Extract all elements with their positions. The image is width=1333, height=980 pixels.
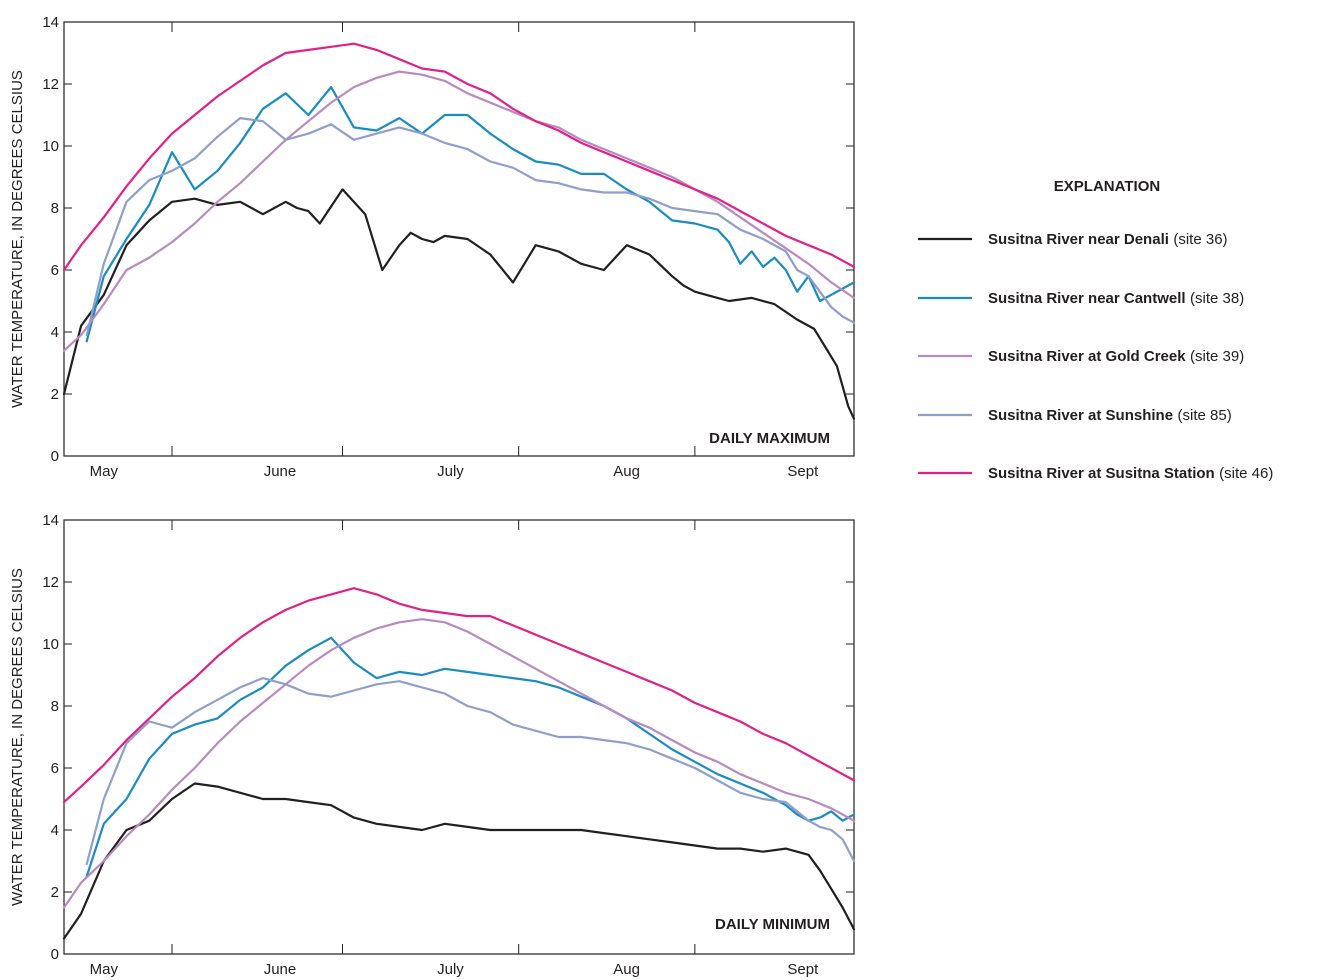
y-axis-label: WATER TEMPERATURE, IN DEGREES CELSIUS [9, 70, 26, 408]
plot-frame [63, 21, 855, 457]
x-tick-label: May [90, 961, 119, 978]
legend-entry-sunshine: Susitna River at Sunshine (site 85) [988, 407, 1232, 424]
y-tick-label: 14 [42, 512, 59, 529]
series-line [62, 782, 856, 940]
y-tick-label: 6 [51, 262, 59, 279]
series-line [85, 636, 856, 878]
y-tick-label: 6 [51, 760, 59, 777]
legend-site: (site 46) [1219, 465, 1273, 482]
y-tick-label: 8 [51, 200, 59, 217]
series-line [85, 116, 856, 337]
y-tick-label: 12 [42, 76, 59, 93]
legend-name: Susitna River near Cantwell [988, 290, 1186, 307]
y-tick-label: 14 [42, 14, 59, 31]
legend-entry-gold-creek: Susitna River at Gold Creek (site 39) [988, 348, 1244, 365]
x-tick-label: July [437, 463, 464, 480]
y-tick-label: 0 [51, 946, 59, 963]
x-tick-label: Sept [787, 961, 819, 978]
y-tick-label: 2 [51, 884, 59, 901]
legend-site: (site 85) [1178, 407, 1232, 424]
x-tick-label: Aug [613, 961, 640, 978]
y-tick-label: 4 [51, 324, 59, 341]
series-line [62, 618, 856, 909]
legend-site: (site 36) [1173, 231, 1227, 248]
series-line [62, 70, 856, 352]
panel-label: DAILY MAXIMUM [709, 430, 830, 447]
daily-minimum-panel: WATER TEMPERATURE, IN DEGREES CELSIUS DA… [9, 512, 856, 978]
x-tick-label: June [264, 961, 297, 978]
x-tick-label: July [437, 961, 464, 978]
y-tick-label: 10 [42, 636, 59, 653]
legend-name: Susitna River near Denali [988, 231, 1169, 248]
legend-title: EXPLANATION [1054, 178, 1160, 195]
legend-name: Susitna River at Gold Creek [988, 348, 1186, 365]
x-tick-label: Sept [787, 463, 819, 480]
y-tick-label: 0 [51, 448, 59, 465]
x-tick-label: May [90, 463, 119, 480]
plot-frame [63, 519, 855, 955]
legend-site: (site 38) [1190, 290, 1244, 307]
y-axis-label: WATER TEMPERATURE, IN DEGREES CELSIUS [9, 568, 26, 906]
x-tick-label: Aug [613, 463, 640, 480]
legend-entry-cantwell: Susitna River near Cantwell (site 38) [988, 290, 1244, 307]
series-line [85, 85, 856, 343]
y-tick-label: 4 [51, 822, 59, 839]
series-line [62, 42, 856, 272]
x-tick-label: June [264, 463, 297, 480]
legend-entry-denali: Susitna River near Denali (site 36) [988, 231, 1228, 248]
daily-maximum-panel: WATER TEMPERATURE, IN DEGREES CELSIUS DA… [9, 14, 856, 480]
legend-site: (site 39) [1190, 348, 1244, 365]
series-line [85, 676, 856, 866]
legend-name: Susitna River at Susitna Station [988, 465, 1215, 482]
y-tick-label: 2 [51, 386, 59, 403]
y-tick-label: 10 [42, 138, 59, 155]
legend-entry-susitna-station: Susitna River at Susitna Station (site 4… [988, 465, 1273, 482]
legend: EXPLANATION Susitna River near Denali (s… [918, 178, 1273, 482]
legend-name: Susitna River at Sunshine [988, 407, 1173, 424]
series-line [62, 587, 856, 804]
y-tick-label: 12 [42, 574, 59, 591]
panel-label: DAILY MINIMUM [715, 916, 830, 933]
series-line [62, 188, 856, 420]
y-tick-label: 8 [51, 698, 59, 715]
